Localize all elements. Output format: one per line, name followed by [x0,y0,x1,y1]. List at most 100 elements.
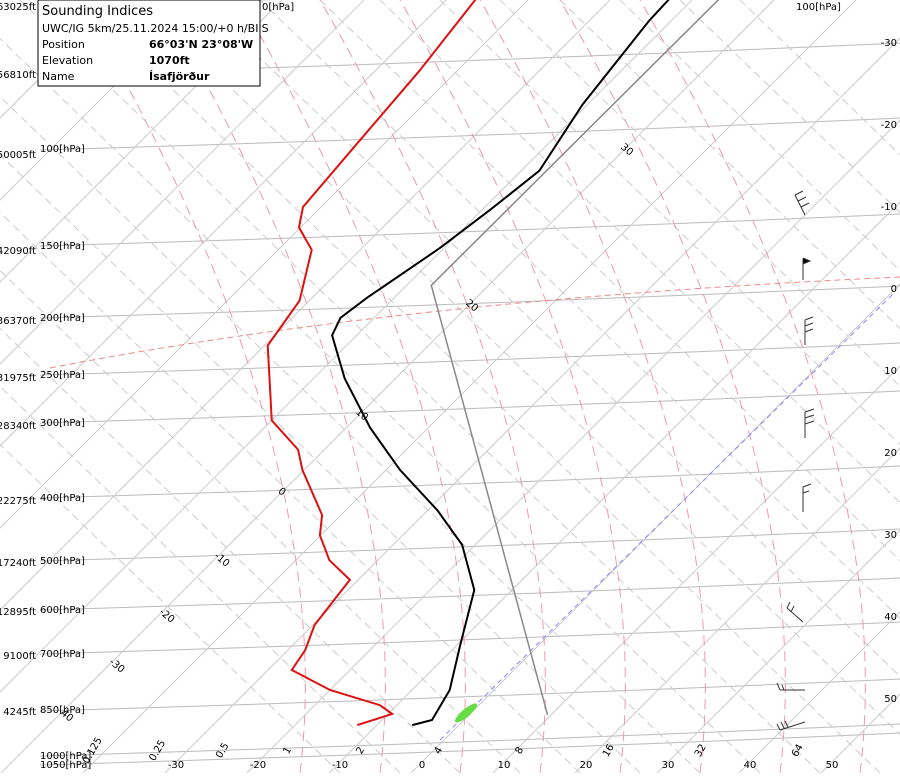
freezing-line [49,276,900,369]
temperature-label: -20 [881,120,897,131]
adiabat-label: -10 [212,551,232,570]
info-box: Sounding Indices UWC/IG 5km/25.11.2024 1… [37,0,269,87]
pressure-label: 600[hPa] [40,605,85,616]
info-label: Elevation [42,54,93,67]
moist-adiabat [559,0,786,774]
pressure-label: 850[hPa] [40,705,85,716]
isobar [39,213,900,247]
pressure-label: 1050[hPa] [40,760,91,771]
mixing-ratio-label: 2 [354,745,367,756]
temperature-line [331,0,670,727]
isotherm [0,0,611,611]
cloud-marker [454,703,478,723]
top-pressure-label: 0[hPa] [262,2,294,13]
dry-adiabat [679,0,900,214]
dry-adiabat [379,0,900,504]
mixing-ratio-label: 1 [281,745,294,756]
temperature-label: 50 [826,760,839,771]
altitude-label: 56810ft [0,70,36,81]
dry-adiabat [439,0,900,446]
temperature-label: -20 [250,760,266,771]
mixing-ratio-label: 4 [432,745,445,756]
isobar [39,528,900,562]
temperature-label: -10 [881,202,897,213]
pressure-label: 150[hPa] [40,241,85,252]
wind-barb [804,408,815,438]
moist-adiabat [239,0,466,774]
altitude-label: 22275ft [0,496,36,507]
moist-adiabat [479,0,706,774]
temperature-label: 0 [891,284,897,295]
dry-adiabat [499,0,900,388]
isobar [39,723,900,757]
info-label: Position [42,38,85,51]
temperature-label: 10 [498,760,511,771]
isotherm [246,119,900,774]
dry-adiabat [0,443,341,774]
wind-barb [776,720,806,731]
pressure-label: 100[hPa] [40,144,85,155]
moist-adiabat [639,0,866,774]
dry-adiabat [0,153,641,774]
dry-adiabat [199,0,900,678]
temperature-label: 40 [884,612,897,623]
dry-adiabat [19,0,821,774]
temperature-label: 20 [580,760,593,771]
adiabat-label: -20 [157,607,177,626]
isotherm [0,0,447,447]
isotherm [164,37,900,774]
pressure-label: 400[hPa] [40,493,85,504]
isobar [39,117,900,151]
temperature-label: -30 [168,760,184,771]
isotherm [0,0,365,365]
dry-adiabat [319,0,900,562]
mixing-ratio-label: 0.25 [148,738,169,763]
temperature-label: 20 [884,448,897,459]
isotherm [328,201,900,774]
dry-adiabat [559,0,900,330]
moist-adiabat [399,0,626,774]
wind-barbs [776,190,815,731]
altitude-label: 9100ft [3,651,36,662]
isobar [39,390,900,424]
isobar [39,465,900,499]
info-box-frame [37,0,261,87]
altitude-label: 50005ft [0,150,36,161]
dry-adiabat [0,327,461,774]
temperature-label: 50 [884,694,897,705]
temperature-label: 10 [884,366,897,377]
adiabat-label: 0 [276,486,288,499]
mixing-ratio-label: 32 [693,742,709,759]
altitude-label: 63025ft [0,2,36,13]
adiabat-label: 30 [618,142,635,159]
isobar [39,732,900,766]
isobar [39,621,900,655]
temperature-label: -30 [881,38,897,49]
pressure-label: 200[hPa] [40,313,85,324]
pressure-label: 700[hPa] [40,649,85,660]
top-pressure-label: 100[hPa] [796,2,841,13]
wind-barb [786,601,804,623]
info-value: Ísafjörður [149,70,210,83]
adiabat-label: -30 [107,657,127,676]
isotherm [492,365,900,774]
temperature-label: 30 [662,760,675,771]
info-run: UWC/IG 5km/25.11.2024 15:00/+0 h/BIIS [42,22,269,35]
info-value: 66°03'N 23°08'W [149,38,253,51]
altitude-label: 36370ft [0,316,36,327]
moist-adiabat [319,0,546,774]
moist-adiabat [79,0,306,774]
profiles [266,0,720,727]
mixing-ratio-label: 64 [790,742,806,759]
wind-barb [794,190,810,216]
isobar [39,342,900,376]
isotherm [0,0,529,529]
isotherm [656,529,900,774]
dry-adiabat [0,211,581,774]
temperature-label: 0 [419,760,425,771]
wind-barb [802,257,812,280]
dewpoint-line [266,0,477,727]
